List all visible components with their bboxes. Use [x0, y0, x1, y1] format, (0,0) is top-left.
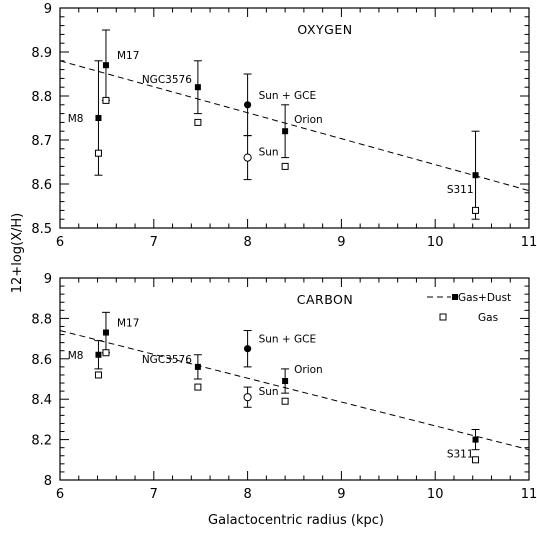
- legend-label: Gas: [478, 312, 498, 324]
- x-tick-label: 9: [337, 235, 345, 250]
- y-tick-label: 8.6: [31, 178, 52, 193]
- x-tick-label: 9: [337, 487, 345, 502]
- ngc3576-label: NGC3576: [142, 354, 192, 366]
- y-tick-label: 8.8: [31, 90, 52, 105]
- x-tick-label: 11: [521, 487, 537, 502]
- m17-point: [102, 62, 109, 69]
- ngc3576-point: [194, 363, 201, 370]
- x-tick-label: 8: [243, 235, 251, 250]
- y-tick-label: 9: [44, 2, 52, 17]
- x-axis-title: Galactocentric radius (kpc): [208, 513, 384, 528]
- legend-marker: [439, 313, 447, 321]
- x-tick-label: 8: [243, 487, 251, 502]
- orion-label: Orion: [294, 364, 323, 376]
- sun-gce-label: Sun + GCE: [259, 90, 317, 102]
- x-tick-label: 10: [427, 487, 444, 502]
- gradient-fit-line: [59, 330, 530, 451]
- point: [94, 371, 102, 379]
- point: [194, 383, 202, 391]
- oxygen-panel: 6 7 8 9 10 11 8.5 8.6 8.7 8.8 8.9 9 OXYGEN M8 M17NGC35…: [31, 2, 537, 250]
- m17-label: M17: [117, 50, 139, 62]
- y-tick-label: 8.9: [31, 46, 52, 61]
- panel-title: CARBON: [297, 292, 354, 307]
- point: [94, 149, 102, 157]
- sun-gce-label: Sun + GCE: [259, 334, 317, 346]
- legend-label: Gas+Dust: [458, 292, 511, 304]
- point: [194, 118, 202, 126]
- s311-label: S311: [447, 449, 474, 461]
- sun-gce-point: [244, 345, 252, 353]
- sun-point: [243, 393, 252, 402]
- sun-point: [243, 153, 252, 162]
- point: [472, 206, 480, 214]
- x-tick-label: 6: [56, 235, 64, 250]
- m8-point: [95, 115, 102, 121]
- m8-label: M8: [68, 113, 84, 125]
- orion-point: [282, 128, 289, 135]
- point: [281, 162, 289, 170]
- x-tick-label: 7: [150, 487, 158, 502]
- sun-label: Sun: [259, 386, 279, 398]
- x-tick-label: 7: [150, 235, 158, 250]
- ngc3576-point: [194, 84, 201, 91]
- orion-point: [282, 378, 289, 385]
- orion-label: Orion: [294, 114, 323, 126]
- y-tick-label: 8.2: [31, 434, 52, 449]
- s311-point: [472, 436, 479, 443]
- legend-marker: [452, 294, 458, 300]
- sun-label: Sun: [259, 147, 279, 159]
- sun-gce-point: [244, 101, 252, 109]
- s311-label: S311: [447, 184, 474, 196]
- y-tick-label: 9: [44, 272, 52, 287]
- ngc3576-label: NGC3576: [142, 74, 192, 86]
- y-axis-title: 12+log(X/H): [10, 213, 25, 293]
- point: [281, 397, 289, 405]
- y-tick-label: 8.8: [31, 312, 52, 327]
- m8-point: [95, 351, 102, 358]
- point: [472, 456, 480, 464]
- m8-label: M8: [68, 350, 84, 362]
- panel-title: OXYGEN: [297, 22, 352, 37]
- y-tick-label: 8.7: [31, 134, 52, 149]
- x-tick-label: 11: [521, 235, 537, 250]
- x-tick-label: 10: [427, 235, 444, 250]
- plot-frame: [59, 7, 530, 229]
- s311-point: [472, 172, 479, 179]
- carbon-panel: 6 7 8 9 10 11 8 8.2 8.4 8.6 8.8 9 CARBON M8 M17 NGC3576…: [31, 272, 537, 502]
- y-tick-label: 8: [44, 474, 52, 489]
- m17-point: [102, 329, 109, 336]
- point: [102, 96, 110, 104]
- y-tick-label: 8.6: [31, 353, 52, 368]
- plot-frame: [59, 277, 530, 481]
- x-tick-label: 6: [56, 487, 64, 502]
- m17-label: M17: [117, 318, 139, 330]
- point: [102, 349, 110, 357]
- y-tick-label: 8.5: [31, 222, 52, 237]
- gradient-fit-line: [59, 60, 530, 192]
- y-tick-label: 8.4: [31, 393, 52, 408]
